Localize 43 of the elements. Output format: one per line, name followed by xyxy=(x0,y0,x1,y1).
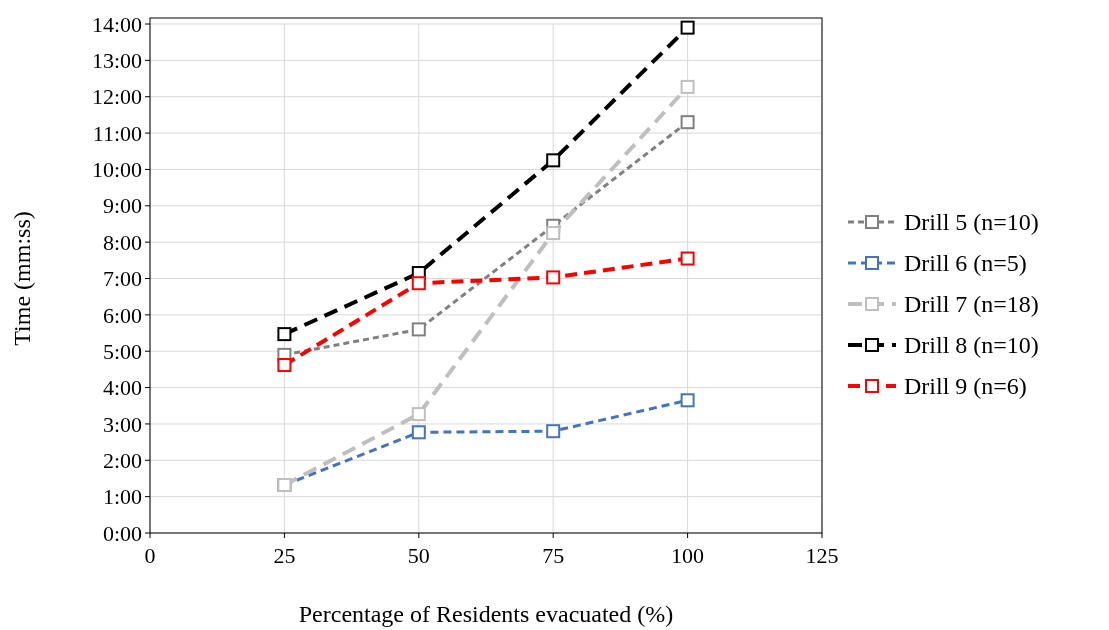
y-tick-label: 2:00 xyxy=(102,447,142,473)
point xyxy=(546,270,561,285)
y-tick-label: 7:00 xyxy=(102,266,142,292)
y-axis-title: Time (mm:ss) xyxy=(9,211,35,346)
x-tick-label: 50 xyxy=(407,543,430,568)
point xyxy=(680,115,695,130)
x-tick-label: 0 xyxy=(144,543,156,568)
y-tick-label: 4:00 xyxy=(102,375,142,401)
point xyxy=(546,226,561,241)
y-tick-label: 6:00 xyxy=(102,302,142,328)
point xyxy=(277,358,292,373)
point xyxy=(411,322,426,337)
point xyxy=(546,153,561,168)
legend-label: Drill 9 (n=6) xyxy=(904,373,1027,400)
point xyxy=(277,327,292,342)
y-tick-label: 0:00 xyxy=(102,520,142,546)
y-tick-label: 9:00 xyxy=(102,193,142,219)
x-tick-label: 100 xyxy=(671,543,705,568)
legend-label: Drill 7 (n=18) xyxy=(904,291,1039,318)
point xyxy=(411,276,426,291)
y-tick-label: 1:00 xyxy=(102,484,142,510)
y-tick-label: 11:00 xyxy=(92,120,142,146)
legend-label: Drill 5 (n=10) xyxy=(904,209,1039,236)
x-tick-label: 25 xyxy=(273,543,296,568)
point xyxy=(411,425,426,440)
y-tick-label: 3:00 xyxy=(102,411,142,437)
legend-label: Drill 8 (n=10) xyxy=(904,332,1039,359)
point xyxy=(546,424,561,439)
point xyxy=(680,20,695,35)
x-axis-title: Percentage of Residents evacuated (%) xyxy=(298,601,674,627)
point xyxy=(411,407,426,422)
x-tick-label: 125 xyxy=(805,543,839,568)
point xyxy=(680,79,695,94)
y-tick-label: 14:00 xyxy=(91,11,142,37)
y-tick-label: 13:00 xyxy=(91,48,142,74)
point xyxy=(680,393,695,408)
y-tick-label: 12:00 xyxy=(91,84,142,110)
y-tick-label: 5:00 xyxy=(102,338,142,364)
point xyxy=(680,251,695,266)
y-tick-label: 8:00 xyxy=(102,229,142,255)
x-tick-label: 75 xyxy=(542,543,565,568)
y-tick-label: 10:00 xyxy=(91,157,142,183)
legend-label: Drill 6 (n=5) xyxy=(904,250,1027,277)
